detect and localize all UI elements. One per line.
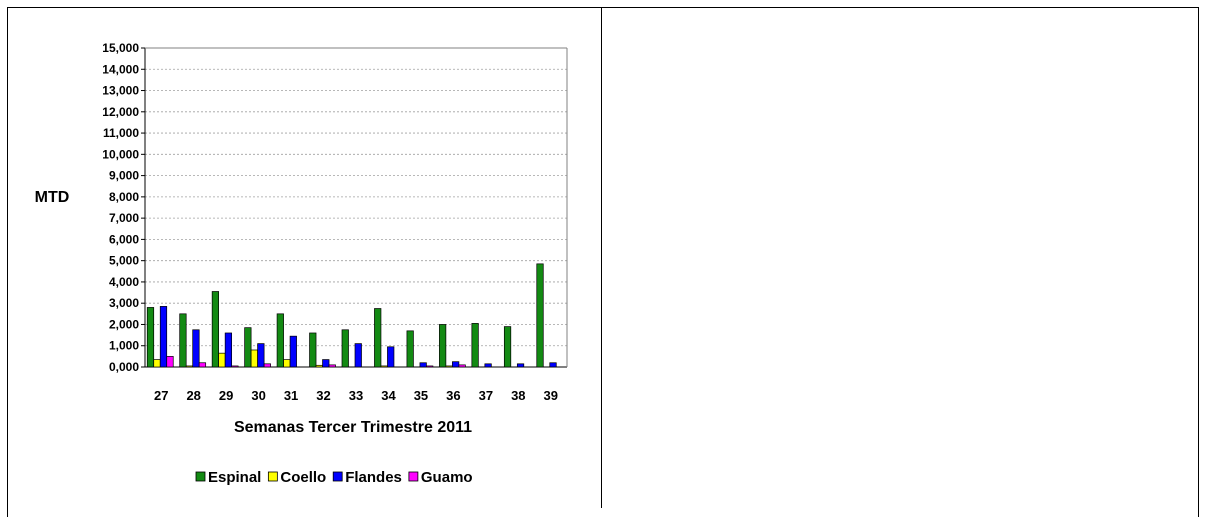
bar-espinal-33 <box>341 329 349 368</box>
y-tick-label: 5,000 <box>109 254 139 268</box>
bar-guamo-30 <box>263 363 271 368</box>
bar-espinal-34 <box>374 308 382 368</box>
legend-label-guamo: Guamo <box>421 469 473 486</box>
bar-flandes-34 <box>387 346 395 368</box>
bar-coello-36 <box>445 365 453 368</box>
y-tick-label: 4,000 <box>109 275 139 289</box>
y-tick-labels: 0,000 1,000 2,000 3,000 4,000 5,000 6,000 7,000… <box>102 41 139 374</box>
legend-swatch-guamo <box>408 471 419 482</box>
x-tick-label: 37 <box>479 388 493 403</box>
legend-swatch-flandes <box>332 471 343 482</box>
bar-espinal-36 <box>439 324 447 368</box>
legend-label-espinal: Espinal <box>208 469 261 486</box>
x-axis-label: Semanas Tercer Trimestre 2011 <box>234 419 472 436</box>
legend-swatch-coello <box>267 471 278 482</box>
legend-label-coello: Coello <box>280 469 326 486</box>
y-tick-label: 0,000 <box>109 360 139 374</box>
x-tick-label: 27 <box>154 388 168 403</box>
bar-flandes-39 <box>549 362 557 368</box>
bar-flandes-38 <box>516 363 525 368</box>
legend-label-flandes: Flandes <box>345 469 402 486</box>
bar-espinal-28 <box>179 313 187 368</box>
axes <box>144 47 568 368</box>
bar-coello-31 <box>283 359 291 368</box>
x-tick-label: 35 <box>414 388 428 403</box>
bar-espinal-35 <box>406 330 414 368</box>
bar-guamo-28 <box>198 362 207 368</box>
bar-coello-30 <box>250 349 258 368</box>
bar-espinal-39 <box>536 263 544 368</box>
x-tick-labels: 27 28 29 30 31 32 33 34 35 36 37 38 39 <box>154 388 558 403</box>
bar-espinal-32 <box>309 332 317 368</box>
bar-coello-29 <box>218 352 226 368</box>
x-tick-label: 28 <box>186 388 200 403</box>
bar-guamo-27 <box>166 356 174 368</box>
x-tick-label: 33 <box>349 388 363 403</box>
y-tick-label: 6,000 <box>109 232 139 246</box>
column-divider <box>601 7 602 508</box>
bar-flandes-33 <box>354 343 362 368</box>
y-tick-label: 15,000 <box>102 41 139 55</box>
bar-guamo-36 <box>458 364 466 368</box>
y-tick-label: 1,000 <box>109 339 139 353</box>
x-tick-label: 32 <box>316 388 330 403</box>
x-tick-label: 30 <box>251 388 265 403</box>
y-tick-label: 10,000 <box>102 147 139 161</box>
bars <box>146 263 557 368</box>
bar-flandes-29 <box>224 332 233 368</box>
bar-flandes-28 <box>192 329 200 368</box>
bar-espinal-38 <box>503 326 512 368</box>
x-tick-label: 34 <box>381 388 396 403</box>
bar-coello-27 <box>153 359 161 368</box>
gridlines <box>141 47 567 368</box>
y-tick-label: 12,000 <box>102 105 139 119</box>
y-tick-label: 13,000 <box>102 84 139 98</box>
bar-espinal-29 <box>211 291 220 368</box>
y-tick-label: 11,000 <box>103 126 139 140</box>
y-axis-label: MTD <box>35 189 70 206</box>
bar-flandes-37 <box>484 363 492 368</box>
y-tick-label: 8,000 <box>109 190 139 204</box>
bar-flandes-30 <box>257 343 265 368</box>
legend: Espinal Coello Flandes Guamo <box>195 469 473 486</box>
x-tick-label: 29 <box>219 388 233 403</box>
y-tick-label: 14,000 <box>102 62 139 76</box>
bar-espinal-27 <box>146 307 155 368</box>
table-frame <box>7 7 1199 517</box>
x-tick-label: 36 <box>446 388 460 403</box>
y-tick-label: 7,000 <box>109 211 139 225</box>
bar-espinal-30 <box>244 327 252 368</box>
x-tick-label: 38 <box>511 388 525 403</box>
x-tick-label: 31 <box>284 388 298 403</box>
x-tick-label: 39 <box>544 388 558 403</box>
y-tick-label: 2,000 <box>109 317 139 331</box>
bar-flandes-27 <box>159 306 168 368</box>
bar-coello-28 <box>185 365 194 368</box>
y-tick-label: 3,000 <box>109 296 139 310</box>
bar-espinal-31 <box>276 313 284 368</box>
bar-flandes-36 <box>452 361 460 368</box>
bar-espinal-37 <box>471 323 479 368</box>
bar-flandes-31 <box>289 335 297 368</box>
bar-guamo-32 <box>328 364 336 368</box>
bar-flandes-35 <box>419 362 427 368</box>
bar-flandes-32 <box>322 359 330 368</box>
y-tick-label: 9,000 <box>109 169 139 183</box>
legend-swatch-espinal <box>195 471 206 482</box>
bar-coello-32 <box>315 364 323 368</box>
bar-coello-34 <box>380 365 388 368</box>
bar-guamo-35 <box>426 365 434 368</box>
bar-guamo-29 <box>231 365 239 368</box>
